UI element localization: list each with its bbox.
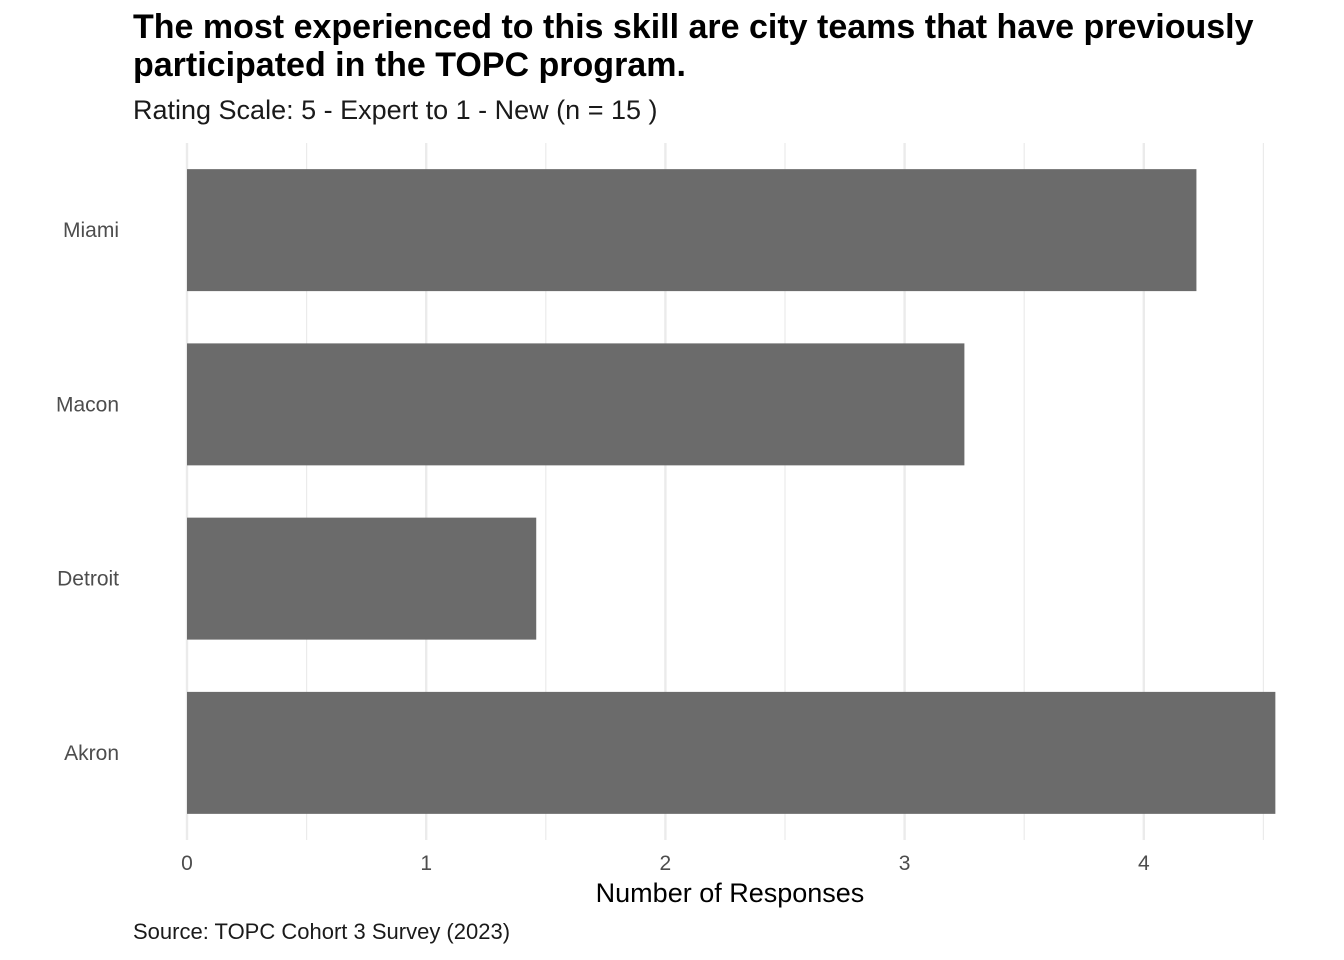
- bar-miami: [187, 169, 1197, 292]
- bar-macon: [187, 343, 965, 466]
- x-tick-label: 0: [181, 852, 193, 875]
- y-tick-label: Miami: [63, 219, 119, 242]
- chart-title: The most experienced to this skill are c…: [133, 8, 1254, 84]
- x-tick-label: 1: [420, 852, 432, 875]
- bars: [187, 169, 1276, 814]
- x-axis-title: Number of Responses: [596, 878, 865, 908]
- y-axis-labels: Miami Macon Detroit Akron: [56, 219, 119, 765]
- x-tick-label: 3: [899, 852, 911, 875]
- y-tick-label: Akron: [64, 742, 119, 765]
- x-tick-label: 4: [1138, 852, 1150, 875]
- x-axis-labels: 0 1 2 3 4: [181, 852, 1150, 875]
- bar-detroit: [187, 517, 537, 640]
- y-tick-label: Detroit: [57, 568, 119, 591]
- bar-akron: [187, 691, 1276, 814]
- x-tick-label: 2: [660, 852, 672, 875]
- chart-caption: Source: TOPC Cohort 3 Survey (2023): [133, 919, 511, 944]
- y-tick-label: Macon: [56, 393, 119, 416]
- chart-subtitle: Rating Scale: 5 - Expert to 1 - New (n =…: [133, 95, 658, 125]
